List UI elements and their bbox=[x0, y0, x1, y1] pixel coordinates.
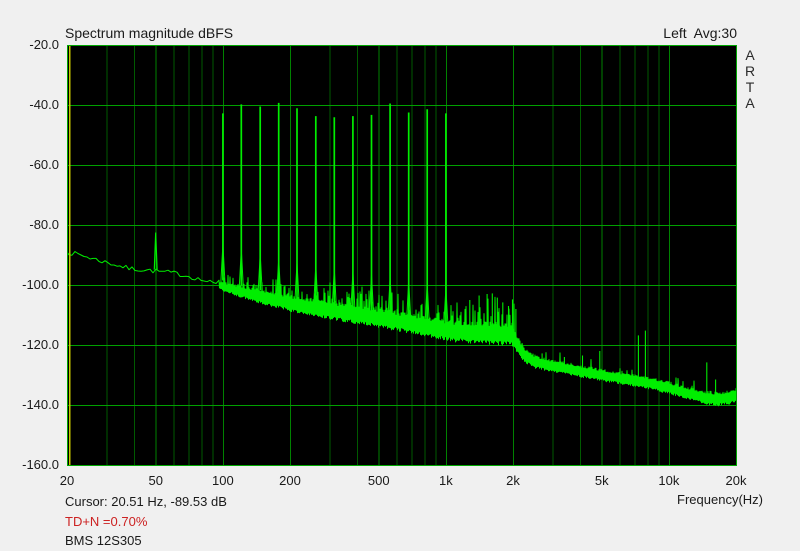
y-tick-label: -100.0 bbox=[22, 277, 59, 292]
arta-watermark: A R T A bbox=[741, 47, 759, 111]
y-tick-label: -160.0 bbox=[22, 457, 59, 472]
spectrum-plot-svg bbox=[67, 45, 737, 466]
y-tick-label: -80.0 bbox=[29, 217, 59, 232]
y-tick-label: -60.0 bbox=[29, 157, 59, 172]
x-axis-title: Frequency(Hz) bbox=[677, 492, 763, 507]
x-tick-label: 20k bbox=[725, 473, 747, 488]
arta-letter: T bbox=[745, 79, 755, 95]
y-tick-label: -140.0 bbox=[22, 397, 59, 412]
y-tick-label: -40.0 bbox=[29, 97, 59, 112]
x-tick-label: 200 bbox=[279, 473, 301, 488]
x-tick-label: 5k bbox=[594, 473, 609, 488]
y-tick-label: -120.0 bbox=[22, 337, 59, 352]
y-tick-label: -20.0 bbox=[29, 37, 59, 52]
plot-title: Spectrum magnitude dBFS bbox=[65, 25, 234, 41]
x-tick-label: 20 bbox=[59, 473, 75, 488]
distortion-readout: TD+N =0.70% bbox=[65, 514, 148, 529]
x-tick-label: 1k bbox=[438, 473, 453, 488]
x-tick-label: 100 bbox=[212, 473, 234, 488]
x-tick-label: 500 bbox=[367, 473, 390, 488]
device-label: BMS 12S305 bbox=[65, 533, 142, 548]
arta-letter: A bbox=[745, 95, 755, 111]
x-tick-label: 50 bbox=[148, 473, 163, 488]
arta-letter: R bbox=[744, 63, 756, 79]
cursor-readout: Cursor: 20.51 Hz, -89.53 dB bbox=[65, 494, 227, 509]
channel-average-info: Left Avg:30 bbox=[663, 25, 737, 41]
x-tick-label: 2k bbox=[506, 473, 520, 488]
arta-letter: A bbox=[745, 47, 755, 63]
spectrum-plot-area[interactable] bbox=[67, 45, 737, 466]
x-tick-label: 10k bbox=[658, 473, 680, 488]
